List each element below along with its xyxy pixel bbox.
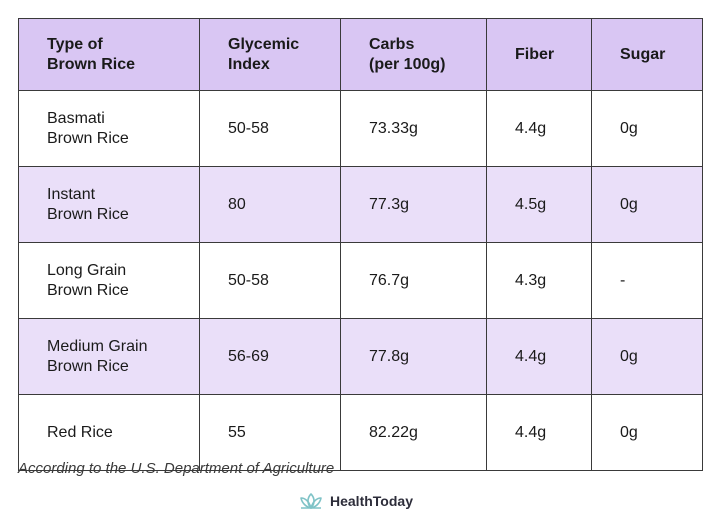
table-row: Red Rice 55 82.22g 4.4g 0g [18, 394, 703, 471]
cell-fiber: 4.4g [486, 318, 592, 395]
cell-carbs: 76.7g [340, 242, 487, 319]
cell-glycemic-index: 55 [199, 394, 341, 471]
cell-fiber: 4.4g [486, 394, 592, 471]
header-fiber: Fiber [486, 18, 592, 91]
cell-glycemic-index: 80 [199, 166, 341, 243]
cell-carbs: 77.3g [340, 166, 487, 243]
table-row: Basmati Brown Rice 50-58 73.33g 4.4g 0g [18, 90, 703, 167]
nutrition-table-container: Type of Brown Rice Glycemic Index Carbs … [18, 18, 703, 471]
cell-sugar: 0g [591, 166, 703, 243]
cell-type: Medium Grain Brown Rice [18, 318, 200, 395]
header-glycemic-index: Glycemic Index [199, 18, 341, 91]
brand-name: HealthToday [330, 493, 413, 509]
cell-type: Basmati Brown Rice [18, 90, 200, 167]
cell-glycemic-index: 50-58 [199, 242, 341, 319]
cell-sugar: 0g [591, 90, 703, 167]
cell-sugar: 0g [591, 318, 703, 395]
header-type: Type of Brown Rice [18, 18, 200, 91]
table-row: Medium Grain Brown Rice 56-69 77.8g 4.4g… [18, 318, 703, 395]
cell-sugar: 0g [591, 394, 703, 471]
cell-sugar: - [591, 242, 703, 319]
cell-fiber: 4.5g [486, 166, 592, 243]
table-row: Instant Brown Rice 80 77.3g 4.5g 0g [18, 166, 703, 243]
cell-carbs: 82.22g [340, 394, 487, 471]
source-note: According to the U.S. Department of Agri… [18, 460, 335, 477]
cell-fiber: 4.3g [486, 242, 592, 319]
cell-carbs: 77.8g [340, 318, 487, 395]
table-row: Long Grain Brown Rice 50-58 76.7g 4.3g - [18, 242, 703, 319]
table-header-row: Type of Brown Rice Glycemic Index Carbs … [18, 18, 703, 91]
brand-logo: HealthToday [298, 492, 413, 510]
brown-rice-nutrition-table: Type of Brown Rice Glycemic Index Carbs … [18, 18, 703, 471]
cell-glycemic-index: 56-69 [199, 318, 341, 395]
cell-type: Instant Brown Rice [18, 166, 200, 243]
cell-glycemic-index: 50-58 [199, 90, 341, 167]
cell-type: Long Grain Brown Rice [18, 242, 200, 319]
lotus-icon [298, 492, 324, 510]
header-carbs: Carbs (per 100g) [340, 18, 487, 91]
cell-fiber: 4.4g [486, 90, 592, 167]
cell-carbs: 73.33g [340, 90, 487, 167]
cell-type: Red Rice [18, 394, 200, 471]
header-sugar: Sugar [591, 18, 703, 91]
